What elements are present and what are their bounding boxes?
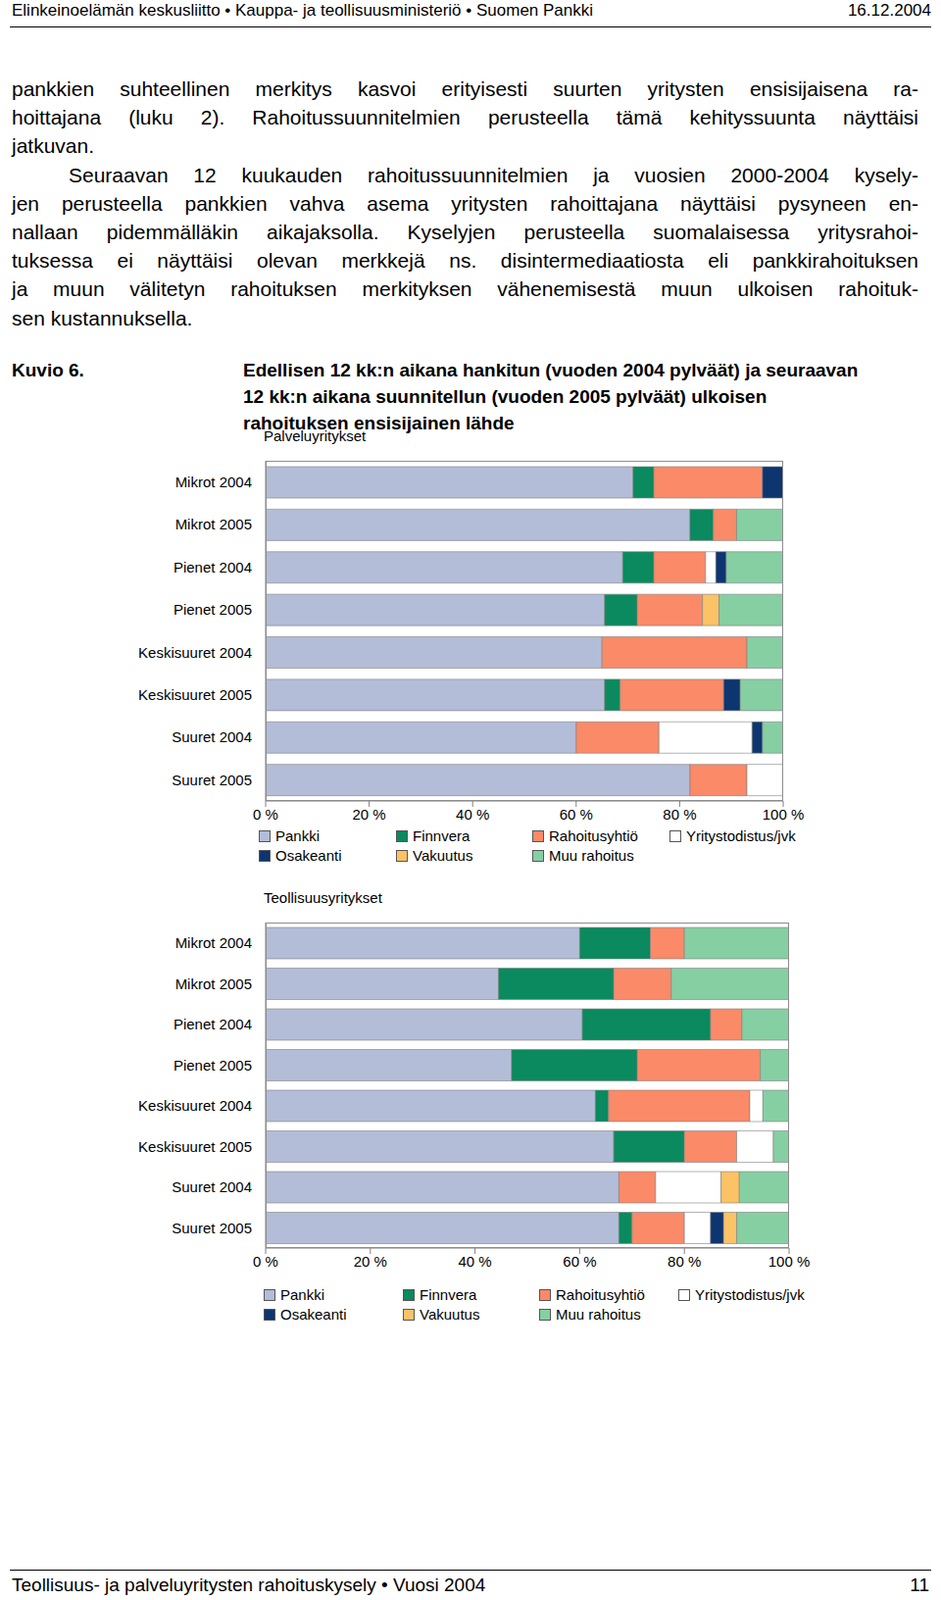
html-text:Pankki: Pankki: [280, 1286, 325, 1303]
svg-text:Suuret 2004: Suuret 2004: [171, 1178, 252, 1195]
html-text:Kuvio 6.: Kuvio 6.: [11, 359, 85, 381]
svg-text:Pienet 2004: Pienet 2004: [173, 1015, 252, 1033]
svg-text:Pienet 2005: Pienet 2005: [173, 1056, 252, 1074]
html-text:sen kustannuksella.: sen kustannuksella.: [11, 306, 193, 329]
html-text:Yritystodistus/jvk: Yritystodistus/jvk: [694, 1286, 805, 1303]
svg-text:Mikrot 2004: Mikrot 2004: [175, 473, 252, 491]
html-text:Yritystodistus/jvk: Yritystodistus/jvk: [686, 827, 796, 844]
svg-text:0 %: 0 %: [252, 1252, 279, 1270]
html-text:pankkien suhteellinen merkitys: pankkien suhteellinen merkitys kasvoi er…: [11, 77, 919, 100]
svg-text:40 %: 40 %: [455, 805, 490, 823]
html-text:Finnvera: Finnvera: [412, 827, 470, 844]
svg-text:80 %: 80 %: [662, 805, 696, 823]
svg-text:Keskisuuret 2004: Keskisuuret 2004: [138, 1096, 252, 1114]
svg-text:60 %: 60 %: [562, 1252, 596, 1270]
html-text:Vakuutus: Vakuutus: [412, 846, 473, 864]
svg-text:Mikrot 2004: Mikrot 2004: [175, 934, 252, 951]
html-text:11: 11: [909, 1574, 930, 1595]
svg-text:Pienet 2004: Pienet 2004: [173, 558, 252, 576]
svg-text:Keskisuuret 2005: Keskisuuret 2005: [138, 686, 252, 703]
html-text:jatkuvan.: jatkuvan.: [11, 134, 95, 158]
html-text:16.12.2004: 16.12.2004: [847, 0, 932, 20]
html-text:Osakeanti: Osakeanti: [275, 846, 342, 864]
svg-text:100 %: 100 %: [768, 1252, 811, 1270]
html-text:Finnvera: Finnvera: [419, 1286, 477, 1303]
html-text:Edellisen 12 kk:n aikana hanki: Edellisen 12 kk:n aikana hankitun (vuode…: [243, 359, 858, 381]
html-text:Muu rahoitus: Muu rahoitus: [548, 846, 634, 864]
html-text:rahoituksen ensisijainen lähde: rahoituksen ensisijainen lähde: [243, 412, 515, 434]
svg-text:Suuret 2005: Suuret 2005: [171, 771, 252, 789]
html-text:Rahoitusyhtiö: Rahoitusyhtiö: [555, 1286, 645, 1303]
html-text:Teollisuusyritykset: Teollisuusyritykset: [263, 889, 383, 906]
svg-text:Mikrot 2005: Mikrot 2005: [175, 515, 252, 533]
svg-text:Pienet 2005: Pienet 2005: [173, 600, 252, 618]
html-text:hoittajana (luku 2). Rahoituss: hoittajana (luku 2). Rahoitussuunnitelmi…: [11, 106, 919, 129]
svg-text:Keskisuuret 2004: Keskisuuret 2004: [138, 643, 252, 661]
svg-text:80 %: 80 %: [667, 1252, 701, 1270]
html-text:Vakuutus: Vakuutus: [419, 1305, 480, 1323]
svg-text:Mikrot 2005: Mikrot 2005: [175, 975, 252, 992]
svg-text:20 %: 20 %: [351, 805, 386, 823]
html-text:tuksessa ei näyttäisi olevan m: tuksessa ei näyttäisi olevan merkkejä ns…: [11, 249, 919, 272]
html-text:Teollisuus- ja palveluyrityste: Teollisuus- ja palveluyritysten rahoitus…: [11, 1574, 486, 1595]
svg-text:Keskisuuret 2005: Keskisuuret 2005: [138, 1138, 252, 1155]
html-text:ja muun välitetyn rahoituksen: ja muun välitetyn rahoituksen merkitykse…: [11, 277, 919, 301]
html-text:Palveluyritykset: Palveluyritykset: [263, 427, 366, 445]
html-text:Seuraavan 12 kuukauden rahoitu: Seuraavan 12 kuukauden rahoitussuunnitel…: [68, 163, 919, 186]
html-text:Muu rahoitus: Muu rahoitus: [555, 1305, 641, 1323]
svg-text:100 %: 100 %: [762, 805, 805, 823]
svg-text:Suuret 2004: Suuret 2004: [171, 728, 252, 745]
svg-text:20 %: 20 %: [353, 1252, 388, 1270]
svg-text:40 %: 40 %: [457, 1252, 492, 1270]
html-text:jen perusteella pankkien vahva: jen perusteella pankkien vahva asema yri…: [11, 191, 919, 215]
html-text:Pankki: Pankki: [275, 827, 320, 844]
html-text:Elinkeinoelämän keskusliitto •: Elinkeinoelämän keskusliitto • Kauppa- j…: [11, 0, 594, 20]
html-text:Osakeanti: Osakeanti: [280, 1305, 347, 1323]
html-text:Rahoitusyhtiö: Rahoitusyhtiö: [548, 827, 639, 844]
html-text:12 kk:n aikana suunnitellun (v: 12 kk:n aikana suunnitellun (vuoden 2005…: [243, 386, 767, 407]
svg-text:Suuret 2005: Suuret 2005: [171, 1219, 252, 1237]
svg-text:0 %: 0 %: [252, 805, 279, 823]
html-text:nallaan pidemmälläkin aikajaks: nallaan pidemmälläkin aikajaksolla. Kyse…: [11, 220, 919, 244]
svg-text:60 %: 60 %: [559, 805, 594, 823]
